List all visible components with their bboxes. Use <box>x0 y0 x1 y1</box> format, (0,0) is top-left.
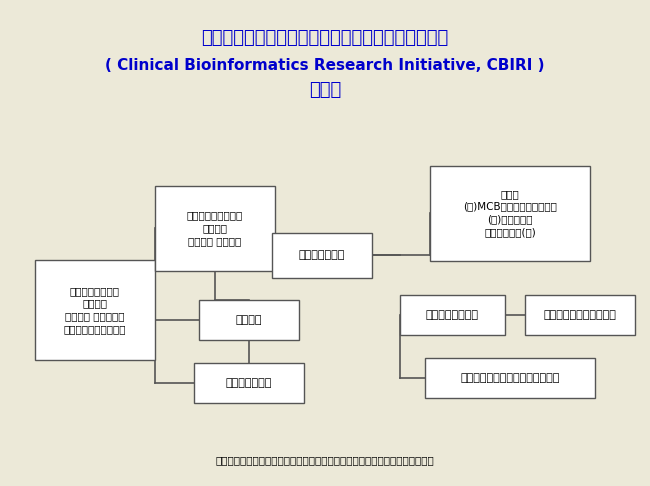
Text: 企業：
(株)MCBインフォマティクス
(株)島津製作所
三井情報開発(株): 企業： (株)MCBインフォマティクス (株)島津製作所 三井情報開発(株) <box>463 189 557 237</box>
Text: 独立行政法人産業技術総合研究所: 独立行政法人産業技術総合研究所 <box>460 373 560 383</box>
Bar <box>400 295 504 335</box>
Bar <box>525 295 635 335</box>
Bar <box>194 363 304 403</box>
Bar <box>155 186 275 271</box>
Text: 筑波メディカルセンター: 筑波メディカルセンター <box>543 310 616 320</box>
Bar <box>272 232 372 278</box>
Bar <box>199 300 299 340</box>
Text: （この共同研究体名の「イニシアティブ」は、「プログラム」と同等の意味）: （この共同研究体名の「イニシアティブ」は、「プログラム」と同等の意味） <box>216 455 434 465</box>
Text: イニシアティブ副長
内田和彦
筑波大学 助教授）: イニシアティブ副長 内田和彦 筑波大学 助教授） <box>187 210 243 246</box>
Bar <box>35 260 155 360</box>
Text: 戦略会議: 戦略会議 <box>236 315 262 325</box>
Bar <box>430 166 590 260</box>
Text: 施設運用委員会: 施設運用委員会 <box>299 250 345 260</box>
Bar <box>425 358 595 398</box>
Text: 成果審議委員会: 成果審議委員会 <box>226 378 272 388</box>
Text: 臨床バイオインフォマティクス研究イニシアティブ: 臨床バイオインフォマティクス研究イニシアティブ <box>202 29 448 47</box>
Text: ( Clinical Bioinformatics Research Initiative, CBIRI ): ( Clinical Bioinformatics Research Initi… <box>105 57 545 72</box>
Text: イニシアティブ長
倉地幸徳
（産総研 年齢軸生命
工学研究センター長）: イニシアティブ長 倉地幸徳 （産総研 年齢軸生命 工学研究センター長） <box>64 286 126 334</box>
Text: 筑波大学（国立）: 筑波大学（国立） <box>426 310 478 320</box>
Text: 体制図: 体制図 <box>309 81 341 99</box>
